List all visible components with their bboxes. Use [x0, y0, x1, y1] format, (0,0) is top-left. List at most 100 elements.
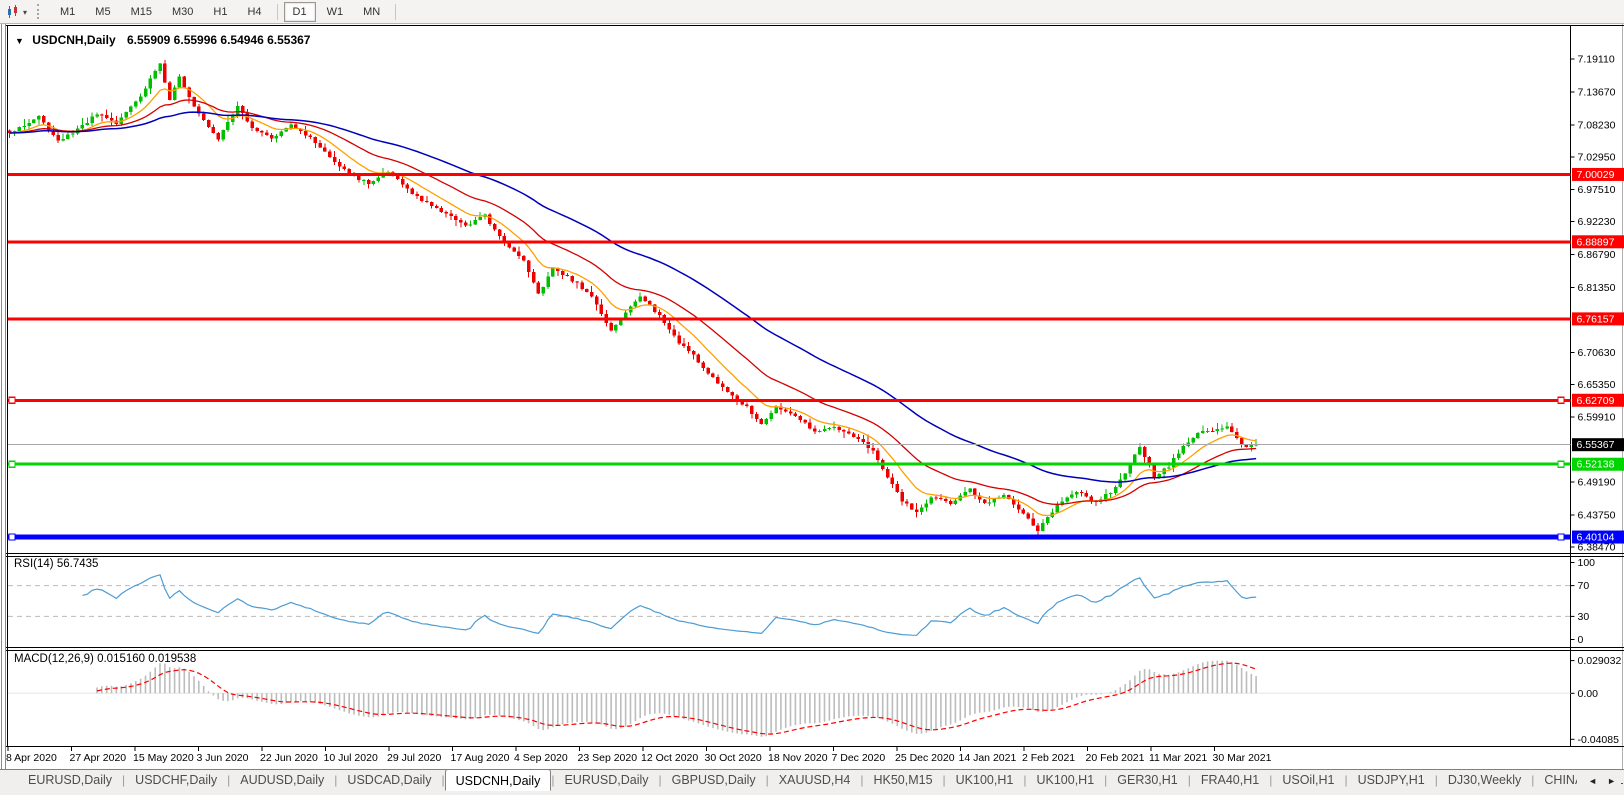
- ma-fast-line: [9, 87, 1257, 517]
- tab-scroll-left-icon[interactable]: ◄: [1588, 775, 1598, 786]
- tab-separator: |: [942, 773, 946, 787]
- timeframe-button-w1[interactable]: W1: [326, 5, 344, 18]
- toolbar-separator: [395, 3, 397, 20]
- macd-values: 0.015160 0.019538: [97, 653, 197, 665]
- date-label: 27 Apr 2020: [70, 752, 127, 764]
- tab-bar: EURUSD,Daily | USDCHF,Daily | AUDUSD,Daily | U…: [0, 769, 1624, 795]
- date-label: 3 Jun 2020: [197, 752, 249, 764]
- candlesticks: [7, 60, 1258, 535]
- svg-text:7.00029: 7.00029: [1577, 169, 1615, 181]
- tab-separator: |: [1104, 773, 1108, 787]
- date-label: 11 Mar 2021: [1149, 752, 1207, 764]
- tab-usdjpy-h1[interactable]: USDJPY,H1: [1357, 773, 1425, 787]
- date-label: 23 Sep 2020: [578, 752, 638, 764]
- tab-uk100-h1[interactable]: UK100,H1: [955, 773, 1014, 787]
- svg-text:6.62709: 6.62709: [1577, 395, 1615, 407]
- ma-mid-line: [9, 99, 1257, 505]
- tab-audusd-daily[interactable]: AUDUSD,Daily: [240, 773, 325, 787]
- chart-type-icon[interactable]: [6, 4, 21, 19]
- price-axis-label: 6.70630: [1578, 347, 1616, 359]
- chart-ohlc-values: 6.55909 6.55996 6.54946 6.55367: [126, 33, 311, 47]
- svg-text:6.88897: 6.88897: [1577, 236, 1615, 248]
- price-axis-label: 6.65350: [1578, 379, 1616, 391]
- rsi-value: 56.7435: [56, 558, 99, 570]
- timeframe-button-h1[interactable]: H1: [213, 5, 228, 18]
- price-axis-label: 6.43750: [1578, 509, 1616, 521]
- timeframe-button-mn[interactable]: MN: [363, 5, 381, 18]
- chart-title: ▼ USDCNH,Daily 6.55909 6.55996 6.54946 6…: [15, 33, 310, 47]
- tab-uk100-h1[interactable]: UK100,H1: [1036, 773, 1095, 787]
- tab-xauusd-h4[interactable]: XAUUSD,H4: [778, 773, 851, 787]
- price-axis-label: 6.49190: [1578, 477, 1616, 489]
- price-tag: 6.55367: [1572, 438, 1624, 452]
- price-axis-label: 6.59910: [1578, 412, 1616, 424]
- rsi-axis-label: 70: [1578, 580, 1590, 592]
- date-label: 22 Jun 2020: [260, 752, 318, 764]
- tab-usdcad-daily[interactable]: USDCAD,Daily: [347, 773, 432, 787]
- toolbar-gripper-icon: [37, 4, 42, 19]
- tab-fra40-h1[interactable]: FRA40,H1: [1200, 773, 1260, 787]
- date-axis: 8 Apr 2020 27 Apr 2020 15 May 2020 3 Jun 20…: [6, 747, 1272, 764]
- macd-histogram: [96, 660, 1257, 737]
- tab-scroll-right-icon[interactable]: ►: [1607, 775, 1616, 786]
- date-label: 14 Jan 2021: [959, 752, 1017, 764]
- macd-label: MACD(12,26,9) 0.015160 0.019538: [14, 653, 196, 665]
- tab-separator: |: [1434, 773, 1438, 787]
- tab-separator: |: [1023, 773, 1027, 787]
- tab-separator: |: [1269, 773, 1273, 787]
- timeframe-button-h4[interactable]: H4: [247, 5, 262, 18]
- price-axis-label: 7.02950: [1578, 151, 1616, 163]
- macd-axis-label: 0.00: [1578, 688, 1599, 700]
- tab-usoil-h1[interactable]: USOil,H1: [1282, 773, 1335, 787]
- timeframe-button-m30[interactable]: M30: [171, 5, 194, 18]
- tab-separator: |: [334, 773, 338, 787]
- toolbar-separator: [276, 3, 278, 20]
- svg-text:6.55367: 6.55367: [1577, 439, 1615, 451]
- chart-title-caret-icon[interactable]: ▼: [15, 36, 24, 46]
- tab-usdcnh-daily[interactable]: USDCNH,Daily: [444, 770, 552, 791]
- tab-separator: |: [658, 773, 662, 787]
- tab-separator: |: [860, 773, 864, 787]
- date-label: 10 Jul 2020: [324, 752, 378, 764]
- date-label: 25 Dec 2020: [895, 752, 955, 764]
- rsi-axis-label: 0: [1578, 634, 1584, 646]
- tab-eurusd-daily[interactable]: EURUSD,Daily: [28, 773, 113, 787]
- tab-gbpusd-daily[interactable]: GBPUSD,Daily: [671, 773, 756, 787]
- date-label: 29 Jul 2020: [387, 752, 441, 764]
- timeframe-button-m5[interactable]: M5: [95, 5, 111, 18]
- timeframe-button-d1[interactable]: D1: [283, 1, 316, 22]
- price-tag: 6.62709: [1572, 393, 1624, 407]
- tab-dj30-weekly[interactable]: DJ30,Weekly: [1447, 773, 1522, 787]
- date-label: 20 Feb 2021: [1086, 752, 1145, 764]
- timeframe-button-m15[interactable]: M15: [130, 5, 152, 18]
- tab-separator: |: [1187, 773, 1191, 787]
- price-axis-label: 7.19110: [1578, 53, 1615, 65]
- tab-hk50-m15[interactable]: HK50,M15: [873, 773, 933, 787]
- horizontal-lines[interactable]: [8, 172, 1571, 541]
- date-label: 4 Sep 2020: [514, 752, 568, 764]
- macd-axis-label: 0.029032: [1578, 655, 1622, 667]
- price-axis-label: 6.81350: [1578, 282, 1616, 294]
- date-label: 30 Mar 2021: [1213, 752, 1272, 764]
- chart-type-caret-icon[interactable]: ▾: [23, 8, 28, 17]
- macd-name: MACD(12,26,9): [14, 653, 94, 665]
- price-tag: 6.40104: [1572, 530, 1624, 544]
- timeframe-buttons: M1 M5 M15 M30 H1 H4 D1 W1 MN: [50, 0, 401, 23]
- price-tag: 7.00029: [1572, 167, 1624, 181]
- tab-separator: |: [441, 773, 445, 787]
- rsi-axis-label: 30: [1578, 611, 1590, 623]
- price-axis-label: 7.08230: [1578, 119, 1616, 131]
- price-axis: 7.19110 7.13670 7.08230 7.02950 6.97510 6.922…: [1570, 53, 1616, 553]
- rsi-label: RSI(14) 56.7435: [14, 558, 98, 570]
- timeframe-button-m1[interactable]: M1: [60, 5, 76, 18]
- tab-eurusd-daily[interactable]: EURUSD,Daily: [564, 773, 649, 787]
- tab-usdchf-daily[interactable]: USDCHF,Daily: [135, 773, 218, 787]
- tab-separator: |: [122, 773, 126, 787]
- tab-separator: |: [551, 773, 555, 787]
- tab-ger30-h1[interactable]: GER30,H1: [1117, 773, 1178, 787]
- rsi-line: [82, 574, 1257, 636]
- toolbar: ▾ M1 M5 M15 M30 H1 H4 D1 W1 MN: [0, 0, 1624, 24]
- svg-text:6.76157: 6.76157: [1577, 313, 1615, 325]
- price-axis-label: 7.13670: [1578, 86, 1616, 98]
